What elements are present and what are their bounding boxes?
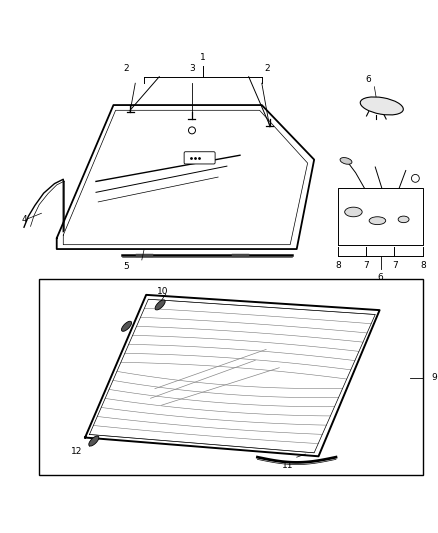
Ellipse shape bbox=[398, 216, 409, 223]
Text: 8: 8 bbox=[420, 261, 426, 270]
Ellipse shape bbox=[369, 217, 386, 224]
Text: 2: 2 bbox=[124, 64, 129, 73]
Bar bbox=[39, 279, 423, 475]
Ellipse shape bbox=[345, 207, 362, 217]
Text: 9: 9 bbox=[431, 373, 437, 382]
Text: 5: 5 bbox=[124, 262, 129, 271]
Text: 10: 10 bbox=[157, 287, 169, 296]
Text: 2: 2 bbox=[264, 64, 270, 73]
Text: 7: 7 bbox=[364, 261, 369, 270]
Ellipse shape bbox=[89, 436, 99, 446]
Text: 7: 7 bbox=[392, 261, 398, 270]
Text: 8: 8 bbox=[335, 261, 341, 270]
Text: 6: 6 bbox=[378, 273, 384, 282]
Ellipse shape bbox=[340, 158, 352, 164]
Text: 12: 12 bbox=[71, 447, 82, 456]
Ellipse shape bbox=[121, 321, 131, 332]
Ellipse shape bbox=[360, 97, 403, 115]
Text: 11: 11 bbox=[282, 461, 294, 470]
Text: 3: 3 bbox=[189, 64, 195, 73]
Ellipse shape bbox=[155, 300, 165, 310]
FancyBboxPatch shape bbox=[184, 152, 215, 164]
Text: 6: 6 bbox=[366, 75, 371, 84]
Text: 4: 4 bbox=[21, 215, 27, 224]
Text: 1: 1 bbox=[200, 53, 206, 62]
